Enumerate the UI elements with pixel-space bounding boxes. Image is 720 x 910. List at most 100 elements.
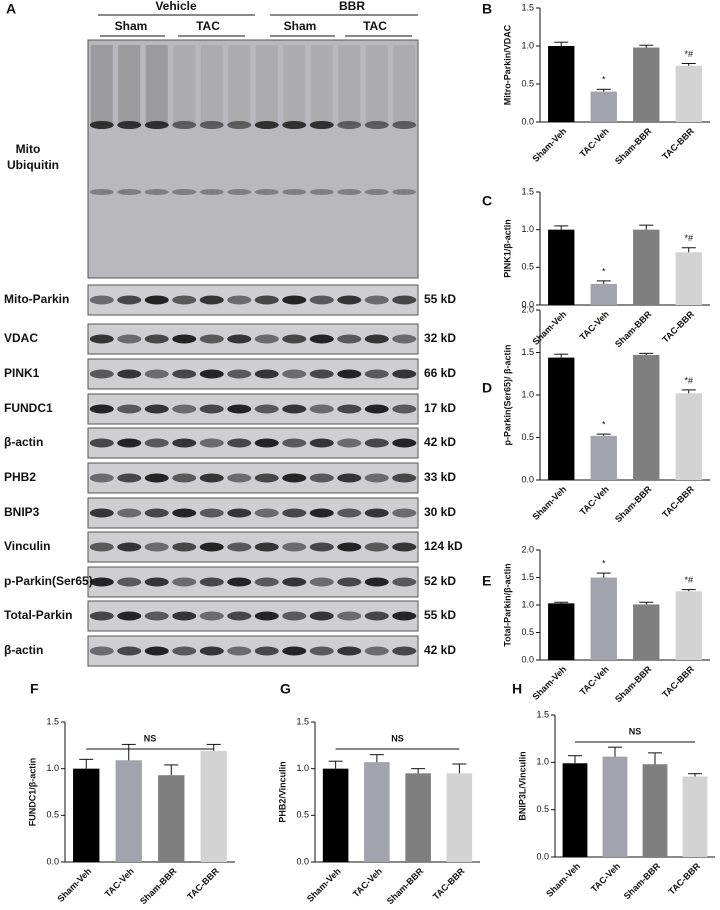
band — [309, 369, 334, 379]
y-tick-label: 0.0 — [521, 474, 534, 484]
y-tick-label: 1.5 — [46, 716, 59, 726]
band — [392, 646, 417, 656]
subgroup-label: Sham — [284, 19, 317, 33]
band — [89, 611, 114, 621]
band — [282, 577, 307, 587]
blot-label: β-actin — [4, 643, 43, 657]
band — [337, 473, 362, 483]
band — [199, 189, 224, 195]
smear — [173, 45, 196, 125]
band — [199, 438, 224, 448]
bar — [642, 764, 668, 857]
smear — [90, 45, 113, 125]
band — [254, 508, 279, 518]
y-tick-label: 0.0 — [521, 299, 534, 309]
x-tick-label: TAC-Veh — [578, 309, 611, 342]
band — [254, 295, 279, 305]
band — [337, 369, 362, 379]
y-tick-label: 0.0 — [46, 856, 59, 866]
significance: * — [602, 419, 606, 429]
blot-size: 30 kD — [424, 505, 456, 519]
bar — [73, 768, 100, 862]
x-tick-label: TAC-Veh — [103, 866, 136, 899]
y-axis-label: Mitro-Parkin/VDAC — [502, 24, 512, 105]
band — [199, 508, 224, 518]
band — [254, 473, 279, 483]
band — [227, 369, 252, 379]
band — [144, 369, 169, 379]
y-tick-label: 0.5 — [521, 627, 534, 637]
bar — [590, 91, 617, 122]
blot-strip — [87, 284, 419, 316]
bar — [633, 355, 660, 480]
panel-letter: B — [482, 1, 492, 17]
band — [282, 334, 307, 344]
band — [282, 295, 307, 305]
band — [254, 438, 279, 448]
bar — [590, 435, 617, 480]
band — [117, 542, 142, 552]
y-tick-label: 0.0 — [521, 116, 534, 126]
bar — [675, 393, 702, 480]
x-tick-label: Sham-Veh — [544, 861, 582, 899]
blot-strip — [87, 600, 419, 632]
significance: *# — [684, 575, 693, 585]
band — [89, 295, 114, 305]
band — [364, 577, 389, 587]
band — [364, 438, 389, 448]
band — [392, 508, 417, 518]
band — [89, 189, 114, 195]
band — [117, 473, 142, 483]
blot-label: PHB2 — [4, 470, 36, 484]
x-tick-label: TAC-BBR — [431, 866, 467, 902]
band — [364, 189, 389, 195]
band — [227, 611, 252, 621]
band — [309, 473, 334, 483]
band — [89, 369, 114, 379]
blot-label: Mito — [16, 142, 41, 156]
y-tick-label: 0.5 — [46, 810, 59, 820]
x-tick-label: Sham-Veh — [531, 309, 569, 347]
band — [364, 121, 389, 129]
x-tick-label: Sham-BBR — [613, 126, 654, 167]
blot-size: 55 kD — [424, 292, 456, 306]
band — [117, 369, 142, 379]
band — [172, 646, 197, 656]
group-label: BBR — [339, 0, 365, 13]
band — [117, 508, 142, 518]
bar — [633, 47, 660, 122]
panel-letter: E — [482, 573, 491, 589]
band — [199, 646, 224, 656]
y-axis-label: PINK1/β-actin — [502, 219, 512, 278]
band — [144, 438, 169, 448]
band — [117, 646, 142, 656]
band — [282, 646, 307, 656]
blot-strip — [87, 323, 419, 355]
band — [172, 438, 197, 448]
x-tick-label: Sham-BBR — [622, 861, 663, 902]
x-tick-label: Sham-BBR — [138, 866, 179, 907]
band — [227, 542, 252, 552]
y-tick-label: 0.5 — [521, 432, 534, 442]
band — [172, 473, 197, 483]
band — [337, 508, 362, 518]
y-tick-label: 1.0 — [46, 763, 59, 773]
bar — [675, 252, 702, 305]
band — [337, 438, 362, 448]
subgroup-label: TAC — [196, 19, 220, 33]
bar — [405, 773, 431, 862]
bar — [446, 773, 473, 862]
bar — [548, 229, 575, 305]
band — [144, 577, 169, 587]
band — [309, 646, 334, 656]
y-tick-label: 2.0 — [521, 304, 534, 314]
y-tick-label: 2.0 — [521, 544, 534, 554]
band — [144, 189, 169, 195]
x-tick-label: TAC-BBR — [660, 484, 696, 520]
smear — [338, 45, 361, 125]
band — [254, 121, 279, 129]
band — [172, 508, 197, 518]
band — [199, 334, 224, 344]
band — [89, 334, 114, 344]
band — [172, 369, 197, 379]
